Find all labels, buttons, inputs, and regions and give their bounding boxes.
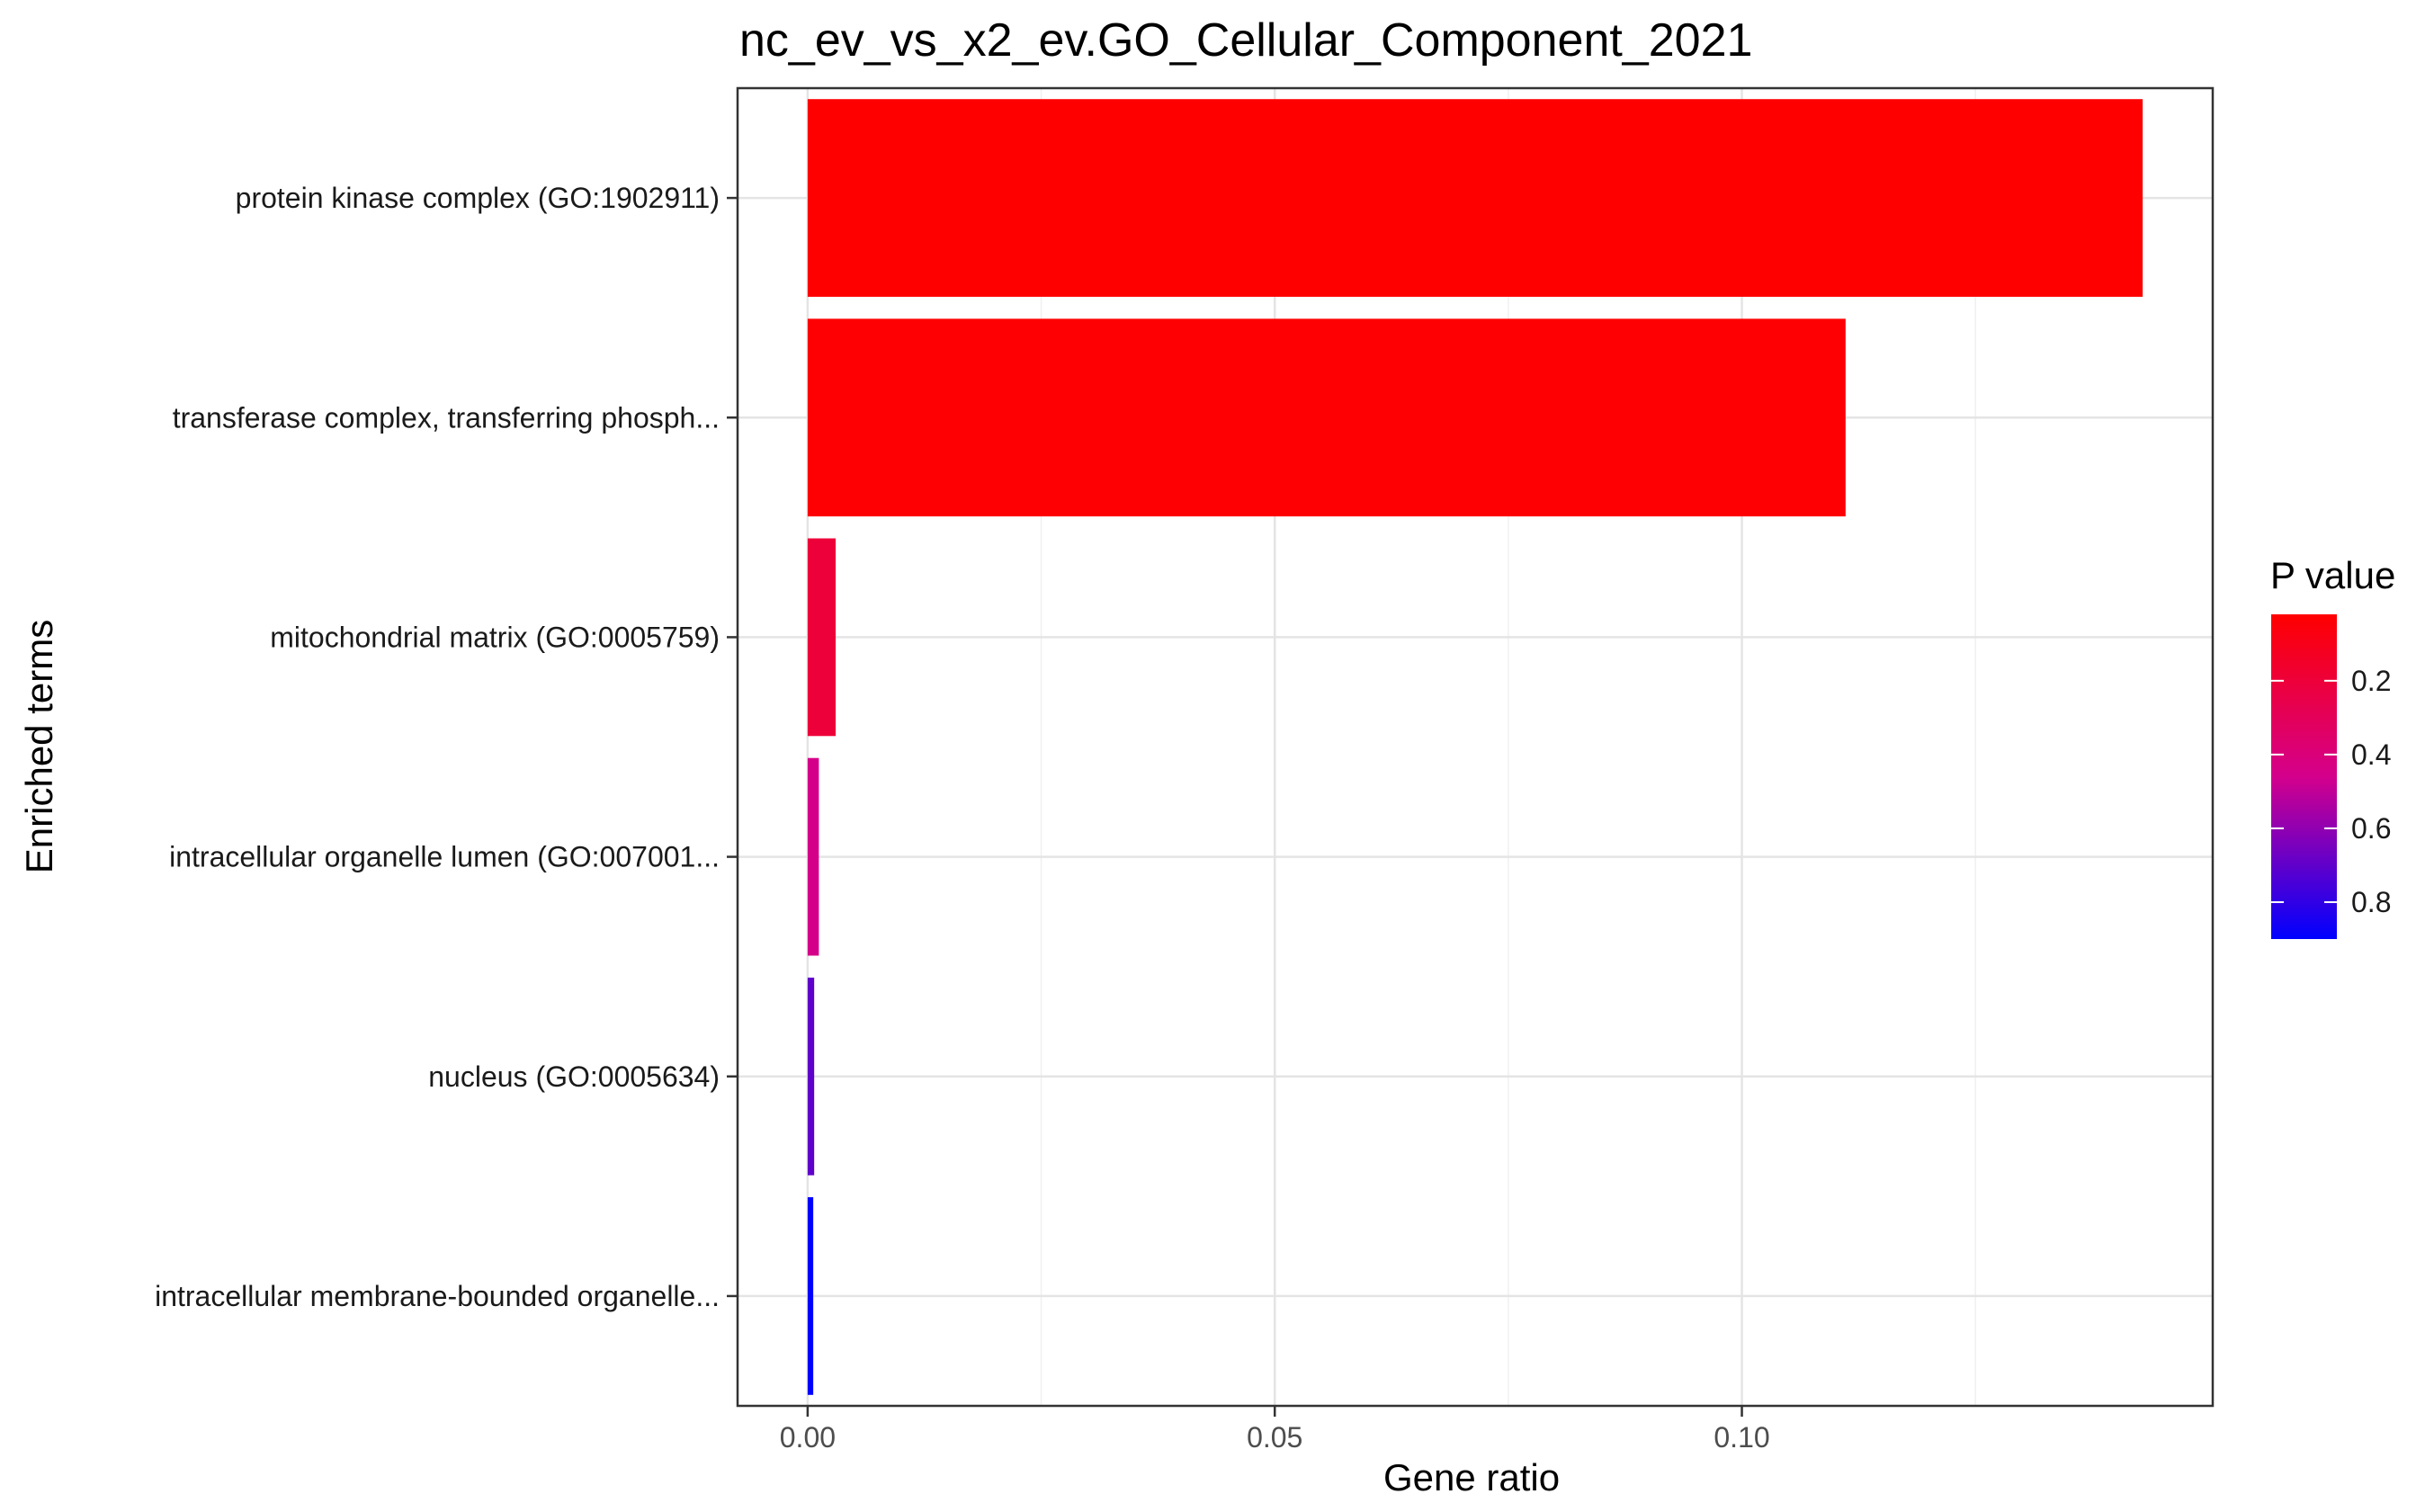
bar <box>807 1197 814 1395</box>
y-axis: protein kinase complex (GO:1902911) trans… <box>155 182 738 1312</box>
legend-tick-label: 0.4 <box>2351 738 2391 771</box>
bar <box>807 99 2143 297</box>
legend-tick-label: 0.8 <box>2351 886 2391 918</box>
chart-title: nc_ev_vs_x2_ev.GO_Cellular_Component_202… <box>739 14 1752 67</box>
y-tick-label: protein kinase complex (GO:1902911) <box>236 182 720 214</box>
y-tick-label: intracellular membrane-bounded organelle… <box>155 1280 720 1312</box>
x-tick-label: 0.05 <box>1247 1421 1302 1454</box>
y-tick-label: intracellular organelle lumen (GO:007001… <box>169 841 720 873</box>
legend-colorbar <box>2271 614 2337 939</box>
legend-tick-label: 0.6 <box>2351 812 2391 845</box>
legend-tick-label: 0.2 <box>2351 665 2391 697</box>
bar <box>807 757 819 956</box>
legend-ticks: 0.2 0.4 0.6 0.8 <box>2271 665 2391 918</box>
y-tick-label: mitochondrial matrix (GO:0005759) <box>270 621 720 653</box>
bar <box>807 977 815 1176</box>
bars-group <box>807 99 2143 1395</box>
x-axis: 0.00 0.05 0.10 <box>780 1406 1770 1454</box>
y-tick-label: nucleus (GO:0005634) <box>428 1060 720 1093</box>
panel-background <box>738 88 2213 1406</box>
x-axis-title: Gene ratio <box>1383 1456 1560 1499</box>
x-tick-label: 0.10 <box>1714 1421 1769 1454</box>
x-tick-label: 0.00 <box>780 1421 836 1454</box>
panel-border <box>736 86 2215 1408</box>
y-tick-label: transferase complex, transferring phosph… <box>173 401 720 434</box>
legend-title: P value <box>2270 554 2395 596</box>
grid-lines <box>738 88 2213 1406</box>
y-axis-title: Enriched terms <box>18 620 60 873</box>
bar <box>807 318 1846 517</box>
legend: P value 0.2 0.4 0.6 0.8 <box>2270 554 2395 939</box>
bar <box>807 538 837 737</box>
